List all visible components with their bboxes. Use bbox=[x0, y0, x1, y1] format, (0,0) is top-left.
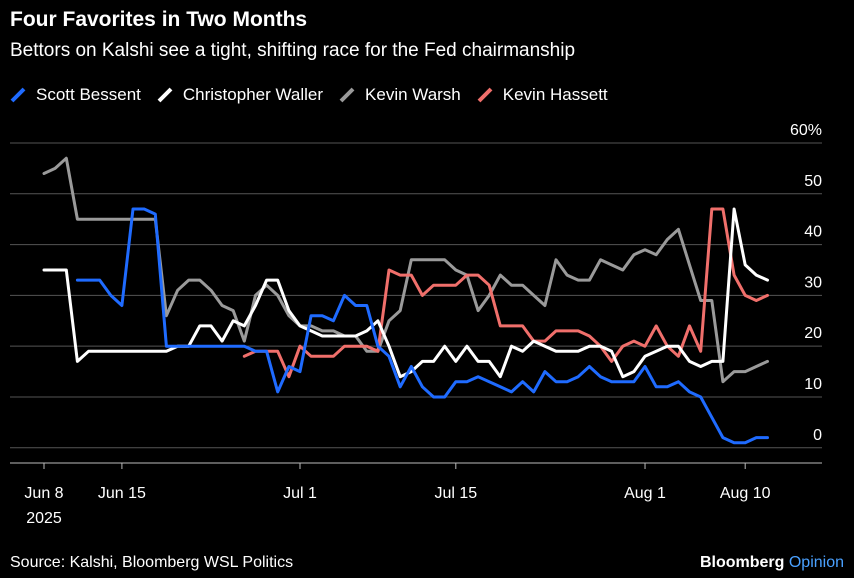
brand-logo: Bloomberg Opinion bbox=[700, 554, 844, 572]
legend-line-swatch-icon bbox=[339, 87, 355, 103]
brand-accent: Opinion bbox=[788, 554, 844, 571]
chart-title: Four Favorites in Two Months bbox=[10, 8, 308, 31]
series-line-christopher-waller bbox=[42, 207, 769, 379]
x-tick-label: Aug 1 bbox=[624, 485, 666, 502]
legend-line-swatch-icon bbox=[10, 87, 26, 103]
legend-item-hassett: Kevin Hassett bbox=[477, 85, 608, 105]
source-note: Source: Kalshi, Bloomberg WSL Politics bbox=[10, 554, 294, 571]
legend-item-bessent: Scott Bessent bbox=[10, 85, 141, 105]
brand-name: Bloomberg bbox=[699, 554, 785, 571]
legend-item-warsh: Kevin Warsh bbox=[339, 85, 461, 105]
series-line-kevin-warsh bbox=[42, 156, 769, 384]
legend-line-swatch-icon bbox=[157, 87, 173, 103]
legend-item-waller: Christopher Waller bbox=[157, 85, 323, 105]
y-tick-label: 50 bbox=[804, 173, 822, 190]
legend-line-swatch-icon bbox=[477, 87, 493, 103]
x-tick-label: Jun 8 bbox=[24, 485, 63, 502]
y-tick-label: 10 bbox=[804, 376, 822, 393]
x-tick-sublabel: 2025 bbox=[26, 510, 62, 527]
y-tick-label: 40 bbox=[804, 224, 822, 241]
series-line-scott-bessent bbox=[75, 207, 769, 445]
chart-legend: Scott Bessent Christopher Waller Kevin W… bbox=[10, 85, 624, 105]
y-tick-label: 60% bbox=[790, 122, 822, 139]
series-line-kevin-hassett bbox=[242, 207, 769, 379]
chart-subtitle: Bettors on Kalshi see a tight, shifting … bbox=[10, 40, 576, 61]
legend-label-hassett: Kevin Hassett bbox=[502, 85, 608, 104]
legend-label-waller: Christopher Waller bbox=[182, 85, 324, 104]
x-tick-label: Jul 1 bbox=[283, 485, 317, 502]
y-tick-label: 30 bbox=[804, 274, 822, 291]
legend-label-warsh: Kevin Warsh bbox=[365, 85, 461, 104]
x-tick-label: Jul 15 bbox=[434, 485, 477, 502]
y-tick-label: 20 bbox=[804, 325, 822, 342]
x-tick-label: Aug 10 bbox=[720, 485, 771, 502]
legend-label-bessent: Scott Bessent bbox=[36, 85, 141, 104]
x-tick-label: Jun 15 bbox=[98, 485, 146, 502]
y-tick-label: 0 bbox=[813, 427, 822, 444]
